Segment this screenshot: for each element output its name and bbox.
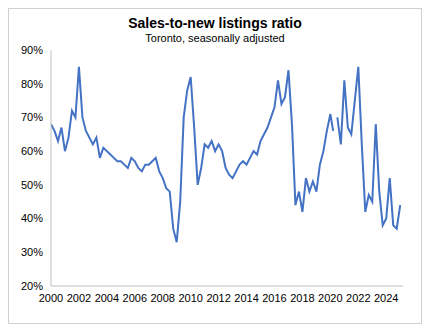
svg-text:60%: 60% (21, 145, 43, 157)
svg-text:2000: 2000 (39, 292, 63, 304)
svg-text:20%: 20% (21, 280, 43, 292)
svg-text:2012: 2012 (206, 292, 230, 304)
svg-text:2008: 2008 (151, 292, 175, 304)
svg-text:40%: 40% (21, 212, 43, 224)
svg-text:2004: 2004 (95, 292, 119, 304)
svg-text:2022: 2022 (346, 292, 370, 304)
svg-text:2020: 2020 (318, 292, 342, 304)
svg-text:50%: 50% (21, 179, 43, 191)
svg-text:2024: 2024 (374, 292, 398, 304)
html-text:Sales-to-new listings ratio: Sales-to-new listings ratio (128, 15, 302, 31)
svg-text:2018: 2018 (290, 292, 314, 304)
svg-text:2010: 2010 (178, 292, 202, 304)
svg-text:90%: 90% (21, 44, 43, 56)
svg-text:30%: 30% (21, 246, 43, 258)
svg-text:2014: 2014 (234, 292, 258, 304)
html-text:Toronto, seasonally adjusted: Toronto, seasonally adjusted (145, 32, 285, 44)
svg-text:2006: 2006 (123, 292, 147, 304)
svg-text:80%: 80% (21, 78, 43, 90)
svg-text:70%: 70% (21, 111, 43, 123)
svg-text:2002: 2002 (67, 292, 91, 304)
svg-text:2016: 2016 (262, 292, 286, 304)
